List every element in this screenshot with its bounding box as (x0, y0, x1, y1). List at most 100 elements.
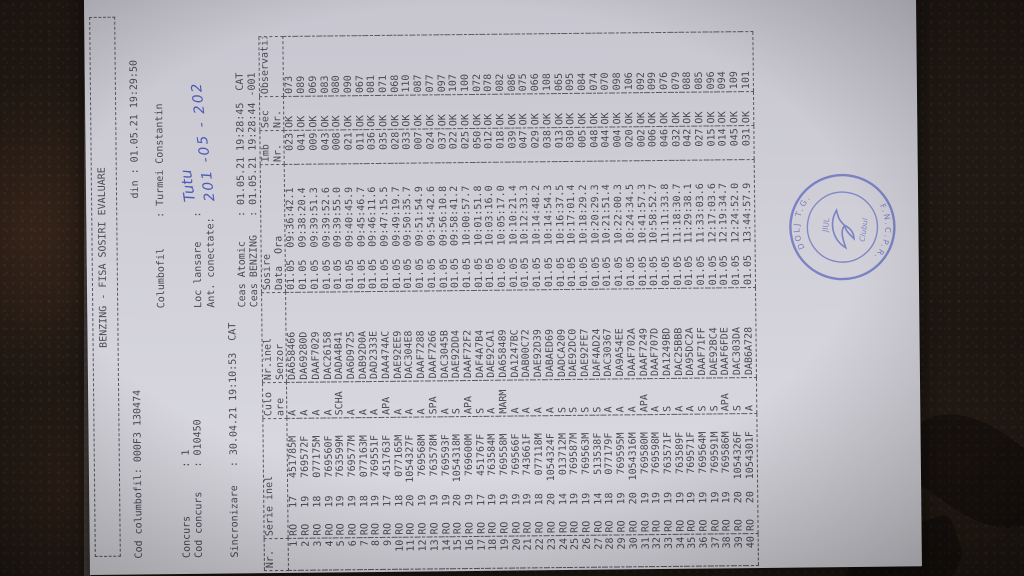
cell-sec-status: OK (588, 93, 601, 128)
cell-imb-nr: 024 (425, 128, 438, 163)
ring-year: 19 (487, 493, 499, 506)
arrival-time: 09:38:20.4 (297, 187, 309, 248)
cell-sec-status: OK (436, 94, 449, 129)
cell-observatii: 073 (283, 36, 297, 97)
arrival-time: 09:39:55.0 (332, 186, 344, 248)
cell-culoare: A (486, 380, 499, 417)
ring-year: 20 (733, 491, 745, 504)
cell-observatii: 109 (728, 31, 741, 92)
cell-senzor: DAAF72F2 (461, 290, 475, 381)
ring-year: 18 (604, 492, 616, 505)
ring-number: 769563M (580, 432, 592, 476)
cell-senzor: DAAF7266 (426, 290, 440, 381)
cell-culoare: SCHA (334, 381, 347, 418)
cell-culoare: A (544, 379, 557, 416)
arrival-time: 10:05:17.0 (496, 185, 508, 246)
ceas-benzing-label: Ceas BENZING : (248, 204, 261, 308)
cell-imb-nr: 039 (507, 127, 520, 163)
cod-concurs-value: 010450 (192, 419, 204, 456)
cell-observatii: 067 (353, 35, 367, 96)
cell-imb-nr: 035 (378, 129, 391, 164)
arrival-time: 09:39:51.3 (308, 187, 321, 248)
arrival-time: 09:50:35.7 (402, 186, 415, 247)
ring-country: RO (745, 518, 757, 532)
cell-culoare: A (404, 381, 417, 418)
arrival-time: 10:22:00.3 (613, 184, 625, 245)
report-title: BENZING - FISA SOSIRI EVALUARE (96, 167, 110, 348)
cell-senzor: DAAF7029 (309, 292, 323, 383)
col-header-imb: Imb Nr. (259, 130, 285, 165)
cell-imb-nr: 028 (390, 129, 403, 164)
cell-imb-nr: 043 (319, 129, 332, 165)
arrival-date: 01.05 (344, 259, 356, 290)
cod-columbofil-value: 000F3 130474 (132, 389, 144, 463)
cell-sec-status: OK (530, 93, 543, 128)
ring-country: RO (534, 521, 546, 534)
cell-observatii: 085 (693, 32, 706, 93)
arrival-date: 01.05 (555, 256, 567, 288)
ring-number: 077175M (311, 435, 323, 478)
arrival-date: 01.05 (613, 256, 626, 287)
ring-number: 769600M (463, 433, 475, 477)
ring-number: 769551F (369, 434, 382, 478)
cell-senzor: DAB00C72 (520, 289, 534, 380)
ring-year: 19 (721, 491, 733, 504)
arrival-time: 09:45:46.7 (355, 186, 368, 248)
cell-imb-nr: 011 (354, 129, 368, 164)
cell-imb-nr: 044 (600, 127, 613, 162)
cell-senzor: DABAED69 (543, 289, 557, 380)
arrival-date: 01.05 (625, 256, 637, 287)
arrival-time: 10:10:21.4 (507, 185, 520, 246)
cell-imb-nr: 030 (565, 127, 578, 162)
cell-imb-nr: 050 (472, 128, 485, 163)
cell-sec-status: OK (448, 94, 461, 129)
arrival-time: 10:58:52.7 (648, 183, 660, 244)
cell-senzor: DAA474AC (380, 291, 393, 382)
ring-number: 513538F (592, 432, 604, 475)
ring-year: 18 (358, 495, 370, 508)
cell-observatii: 083 (318, 35, 332, 97)
cell-culoare: A (322, 381, 335, 419)
ring-year: 19 (709, 491, 722, 504)
cell-sec-status: OK (682, 92, 695, 127)
cell-sec-status: OK (296, 96, 309, 131)
cell-culoare: S (708, 377, 721, 415)
ring-year: 17 (475, 493, 487, 507)
ring-year: 20 (627, 492, 640, 505)
cell-imb-nr: 047 (518, 127, 531, 162)
ring-year: 19 (616, 492, 628, 505)
ring-number: 1054301F (744, 431, 756, 480)
cell-senzor: DAAF71FF (696, 288, 709, 379)
cell-observatii: 066 (529, 33, 542, 94)
ring-year: 19 (300, 495, 312, 508)
cell-imb-nr: 008 (331, 129, 344, 164)
cell-culoare: A (685, 378, 698, 415)
cell-observatii: 079 (669, 32, 683, 93)
ring-country: RO (335, 523, 347, 536)
cell-culoare: S (732, 377, 745, 414)
din-line: din : 01.05.21 19:29:50 (129, 60, 141, 199)
col-header-observatii: Observatii (258, 36, 284, 97)
arrival-time: 10:21:51.4 (601, 184, 613, 245)
ring-year: 18 (534, 493, 546, 506)
arrival-time: 10:12:33.3 (519, 184, 532, 246)
ring-country: RO (733, 519, 745, 532)
cell-imb-nr: 032 (670, 126, 684, 161)
ring-number: 763584M (486, 433, 499, 476)
cell-culoare: MARM (498, 380, 511, 417)
ring-country: RO (593, 520, 605, 533)
arrival-table: Nr. Serie inel Culo are Nr.inel Senzor Sos… (258, 31, 759, 572)
ring-year: 19 (663, 491, 675, 505)
cell-culoare: S (661, 378, 674, 415)
cell-nr: 3 (312, 538, 325, 571)
ring-year: 19 (347, 495, 359, 508)
cell-culoare: S (568, 379, 581, 416)
cell-observatii: 108 (541, 33, 554, 94)
ceas-atomic-label: Ceas Atomic : (236, 204, 249, 308)
arrival-time: 10:16:37.5 (554, 184, 567, 245)
cell-observatii: 078 (482, 34, 496, 95)
cell-nr: 35 (686, 534, 699, 567)
sincronizare-line: Sincronizare : 30.04.21 19:10:53 CAT (227, 323, 240, 558)
cell-observatii: 065 (552, 33, 566, 94)
ring-country: RO (323, 523, 336, 536)
